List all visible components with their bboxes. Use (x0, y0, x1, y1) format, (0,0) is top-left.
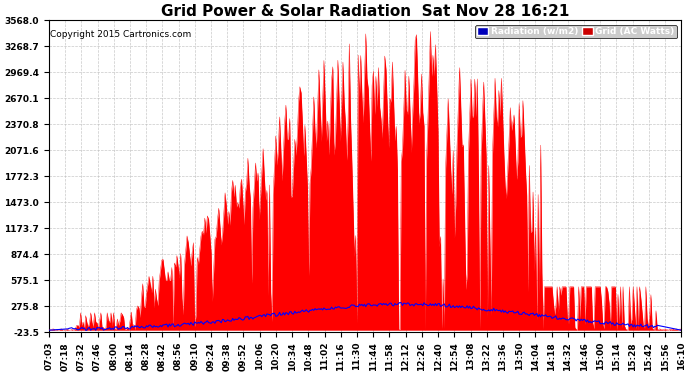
Title: Grid Power & Solar Radiation  Sat Nov 28 16:21: Grid Power & Solar Radiation Sat Nov 28 … (161, 4, 569, 19)
Text: Copyright 2015 Cartronics.com: Copyright 2015 Cartronics.com (50, 30, 191, 39)
Legend: Radiation (w/m2), Grid (AC Watts): Radiation (w/m2), Grid (AC Watts) (475, 25, 677, 38)
